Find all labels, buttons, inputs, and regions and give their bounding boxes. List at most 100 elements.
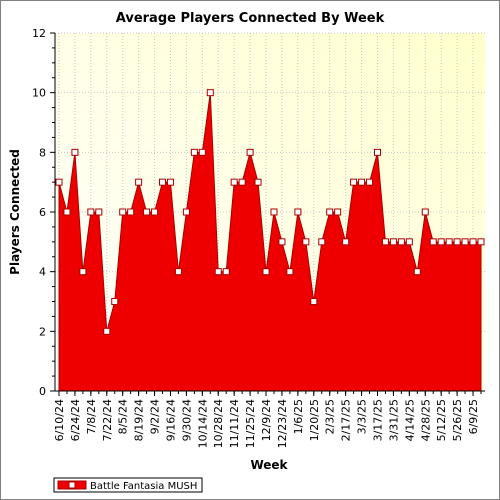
x-tick-label: 11/25/24 bbox=[244, 399, 257, 448]
data-point bbox=[453, 238, 461, 246]
data-markers bbox=[55, 89, 485, 335]
x-tick-label: 5/26/25 bbox=[451, 399, 464, 441]
data-point bbox=[87, 208, 95, 216]
data-point bbox=[135, 178, 143, 186]
y-tick-label: 6 bbox=[39, 206, 46, 219]
data-point bbox=[286, 268, 294, 276]
x-axis-label: Week bbox=[250, 458, 288, 472]
x-tick-label: 12/23/24 bbox=[276, 399, 289, 448]
data-point bbox=[270, 208, 278, 216]
data-point bbox=[326, 208, 334, 216]
data-point bbox=[429, 238, 437, 246]
y-tick-label: 4 bbox=[39, 266, 46, 279]
x-tick-label: 9/30/24 bbox=[180, 399, 193, 441]
data-point bbox=[95, 208, 103, 216]
data-point bbox=[373, 148, 381, 156]
x-tick-label: 10/28/24 bbox=[212, 399, 225, 448]
data-point bbox=[294, 208, 302, 216]
x-tick-label: 6/9/25 bbox=[467, 399, 480, 434]
legend-box bbox=[53, 477, 203, 493]
chart-title: Average Players Connected By Week bbox=[116, 11, 385, 26]
x-tick-label: 4/14/25 bbox=[403, 399, 416, 441]
data-point bbox=[358, 178, 366, 186]
data-point bbox=[461, 238, 469, 246]
x-tick-label: 5/12/25 bbox=[435, 399, 448, 441]
data-point bbox=[119, 208, 127, 216]
x-tick-label: 7/8/24 bbox=[85, 399, 98, 434]
data-point bbox=[334, 208, 342, 216]
data-point bbox=[190, 148, 198, 156]
y-tick-label: 8 bbox=[39, 146, 46, 159]
data-point bbox=[79, 268, 87, 276]
x-tick-label: 1/6/25 bbox=[292, 399, 305, 434]
data-point bbox=[477, 238, 485, 246]
data-point bbox=[302, 238, 310, 246]
x-tick-label: 8/5/24 bbox=[117, 399, 130, 434]
data-point bbox=[55, 178, 63, 186]
y-tick-label: 2 bbox=[39, 325, 46, 338]
data-point bbox=[143, 208, 151, 216]
x-tick-label: 9/2/24 bbox=[149, 399, 162, 434]
data-point bbox=[214, 268, 222, 276]
data-point bbox=[421, 208, 429, 216]
x-tick-labels: 6/10/24 6/24/24 7/8/24 7/22/24 8/5/24 8/19/24… bbox=[53, 399, 480, 448]
legend-label: Battle Fantasia MUSH bbox=[90, 481, 197, 492]
data-point bbox=[342, 238, 350, 246]
data-point bbox=[389, 238, 397, 246]
y-axis-label: Players Connected bbox=[8, 149, 22, 275]
data-point bbox=[350, 178, 358, 186]
data-point bbox=[437, 238, 445, 246]
y-tick-labels: 0 2 4 6 8 10 12 bbox=[32, 27, 46, 398]
x-tick-label: 11/11/24 bbox=[228, 399, 241, 448]
x-tick-label: 8/19/24 bbox=[133, 399, 146, 441]
x-tick-label: 3/3/25 bbox=[356, 399, 369, 434]
data-point bbox=[174, 268, 182, 276]
data-point bbox=[405, 238, 413, 246]
data-point bbox=[206, 89, 214, 97]
x-tick-label: 7/22/24 bbox=[101, 399, 114, 441]
axes bbox=[50, 32, 485, 396]
data-point bbox=[413, 268, 421, 276]
data-point bbox=[381, 238, 389, 246]
data-point bbox=[254, 178, 262, 186]
data-point bbox=[310, 298, 318, 305]
data-point bbox=[230, 178, 238, 186]
data-point bbox=[397, 238, 405, 246]
data-point bbox=[366, 178, 374, 186]
data-point bbox=[103, 327, 111, 335]
data-point bbox=[151, 208, 159, 216]
data-point bbox=[318, 238, 326, 246]
data-point bbox=[182, 208, 190, 216]
data-point bbox=[198, 148, 206, 156]
data-point bbox=[159, 178, 167, 186]
x-tick-label: 6/24/24 bbox=[69, 399, 82, 441]
data-point bbox=[127, 208, 135, 216]
data-point bbox=[262, 268, 270, 276]
data-point bbox=[238, 178, 246, 186]
x-tick-label: 9/16/24 bbox=[164, 399, 177, 441]
x-tick-label: 2/3/25 bbox=[324, 399, 337, 434]
x-tick-label: 6/10/24 bbox=[53, 399, 66, 441]
x-tick-label: 4/28/25 bbox=[419, 399, 432, 441]
data-point bbox=[278, 238, 286, 246]
y-tick-label: 0 bbox=[39, 385, 46, 398]
data-point bbox=[246, 148, 254, 156]
legend-marker bbox=[68, 481, 76, 489]
data-point bbox=[63, 208, 71, 216]
y-tick-label: 10 bbox=[32, 87, 46, 100]
legend: Battle Fantasia MUSH bbox=[53, 477, 203, 493]
data-point bbox=[445, 238, 453, 246]
data-point bbox=[111, 298, 119, 305]
data-point bbox=[71, 148, 79, 156]
x-tick-label: 2/17/25 bbox=[340, 399, 353, 441]
x-tick-label: 1/20/25 bbox=[308, 399, 321, 441]
x-tick-label: 10/14/24 bbox=[196, 399, 209, 448]
x-tick-label: 12/9/24 bbox=[260, 399, 273, 441]
data-point bbox=[222, 268, 230, 276]
y-tick-label: 12 bbox=[32, 27, 46, 40]
data-point bbox=[469, 238, 477, 246]
data-point bbox=[166, 178, 174, 186]
x-tick-label: 3/31/25 bbox=[387, 399, 400, 441]
x-tick-label: 3/17/25 bbox=[371, 399, 384, 441]
